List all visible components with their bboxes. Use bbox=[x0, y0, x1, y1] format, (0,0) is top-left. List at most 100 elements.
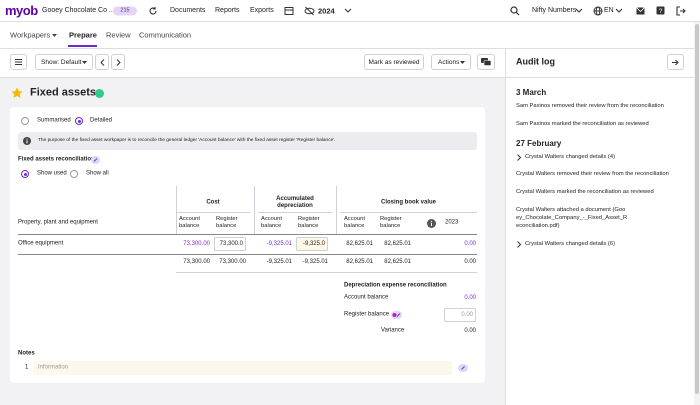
info-text: The purpose of the fixed asset workpaper… bbox=[38, 138, 336, 144]
caret[interactable] bbox=[52, 34, 57, 37]
chevron[interactable] bbox=[344, 8, 352, 14]
radio-selected[interactable] bbox=[75, 117, 83, 125]
cell[interactable]: -9,325.01 bbox=[266, 241, 292, 247]
cell-input[interactable]: 73,300.0 bbox=[214, 237, 246, 251]
totals-rule bbox=[176, 272, 477, 273]
page-title: Fixed assets bbox=[30, 86, 97, 99]
chevron[interactable] bbox=[615, 8, 623, 14]
card bbox=[10, 107, 485, 383]
total: -9,325.01 bbox=[302, 259, 328, 265]
tab[interactable]: Review bbox=[106, 30, 131, 40]
radio-label[interactable]: Summarised bbox=[37, 117, 71, 124]
row-header: Property, plant and equipment bbox=[18, 219, 98, 226]
radio[interactable] bbox=[70, 170, 78, 178]
radio-label[interactable]: Show used bbox=[37, 170, 67, 177]
comments-button[interactable] bbox=[477, 54, 495, 70]
group-header: Closing book value bbox=[380, 199, 436, 206]
mail-icon[interactable] bbox=[636, 7, 645, 15]
nav-link[interactable]: Exports bbox=[250, 6, 274, 14]
company-name[interactable]: Gooey Chocolate Co ... bbox=[42, 6, 115, 14]
note-placeholder[interactable]: Information bbox=[38, 364, 69, 371]
audit-entry-expandable[interactable]: Crystal Walters changed details (4) bbox=[516, 154, 676, 162]
menu-button[interactable] bbox=[10, 54, 27, 70]
column-header: Account balance bbox=[179, 216, 200, 230]
logo[interactable]: myob bbox=[5, 3, 38, 19]
user-name[interactable]: Nifty Numbers bbox=[532, 6, 577, 14]
cell-input[interactable]: -9,325.0 bbox=[296, 237, 328, 251]
attach-icon[interactable] bbox=[391, 311, 402, 319]
next-button[interactable] bbox=[111, 54, 125, 70]
group-header: Cost bbox=[206, 199, 220, 206]
scrollbar bbox=[694, 22, 700, 405]
show-label: Show: Default bbox=[41, 58, 82, 66]
toolbar-divider bbox=[0, 77, 505, 78]
group-rule bbox=[258, 212, 332, 213]
panel-divider bbox=[505, 48, 506, 405]
badge: 215 bbox=[113, 6, 137, 16]
chevron[interactable] bbox=[516, 241, 522, 248]
total: 82,625.01 bbox=[346, 259, 373, 265]
help-icon[interactable]: ? bbox=[656, 6, 665, 15]
actions-label: Actions bbox=[438, 58, 460, 66]
tab-divider bbox=[0, 48, 700, 49]
tab-active[interactable]: Prepare bbox=[69, 30, 97, 40]
audit-entry: Sam Paxinos removed their review from th… bbox=[516, 103, 664, 109]
attach-icon[interactable] bbox=[458, 364, 468, 372]
note-input[interactable] bbox=[33, 361, 452, 375]
section-title: Fixed assets reconciliation bbox=[18, 156, 95, 163]
show-filter[interactable]: Show: Default bbox=[35, 54, 93, 70]
column-rule bbox=[254, 186, 255, 234]
chevron[interactable] bbox=[575, 8, 583, 14]
value[interactable]: 0.00 bbox=[464, 295, 476, 301]
calendar-icon[interactable] bbox=[284, 6, 294, 16]
total: 82,625.01 bbox=[384, 259, 411, 265]
radio-label[interactable]: Show all bbox=[86, 170, 109, 177]
language[interactable]: EN bbox=[604, 6, 614, 14]
audit-entry: Crystal Walters marked the reconciliatio… bbox=[516, 189, 654, 196]
year[interactable]: 2024 bbox=[318, 6, 335, 16]
collapse-button[interactable] bbox=[667, 54, 684, 70]
total: 73,300.00 bbox=[183, 259, 210, 265]
tab[interactable]: Communication bbox=[139, 30, 192, 40]
star-icon[interactable] bbox=[11, 87, 23, 99]
audit-entry-expandable[interactable]: Crystal Walters changed details (6) bbox=[516, 241, 676, 249]
refresh-icon[interactable] bbox=[148, 6, 158, 16]
radio[interactable] bbox=[21, 117, 29, 125]
column-rule bbox=[176, 186, 177, 234]
header-rule bbox=[18, 234, 477, 235]
radio-label[interactable]: Detailed bbox=[90, 117, 113, 124]
label: Account balance bbox=[344, 294, 389, 301]
year-header: 2023 bbox=[445, 219, 459, 226]
actions-button[interactable]: Actions bbox=[431, 54, 471, 70]
info-icon[interactable] bbox=[427, 219, 436, 228]
column-header: Account balance bbox=[261, 216, 282, 230]
panel-rule bbox=[506, 77, 694, 78]
nav-link[interactable]: Documents bbox=[170, 6, 206, 14]
audit-list: 3 March Sam Paxinos removed their review … bbox=[516, 80, 691, 258]
audit-entry-text: Crystal Walters changed details (6) bbox=[525, 240, 615, 247]
globe-icon[interactable] bbox=[593, 6, 603, 16]
mark-reviewed-button[interactable]: Mark as reviewed bbox=[364, 54, 424, 70]
tab[interactable]: Workpapers bbox=[10, 30, 51, 40]
group-rule bbox=[176, 212, 250, 213]
column-header: Register balance bbox=[380, 216, 402, 230]
hide-icon[interactable] bbox=[304, 6, 315, 16]
audit-entry: Sam Paxinos marked the reconciliation as… bbox=[516, 120, 649, 127]
attach-icon[interactable] bbox=[91, 156, 100, 164]
chevron[interactable] bbox=[516, 154, 522, 161]
prev-button[interactable] bbox=[95, 54, 109, 70]
logout-icon[interactable] bbox=[676, 6, 686, 16]
search-icon[interactable] bbox=[510, 6, 520, 16]
tab-indicator bbox=[68, 45, 97, 47]
register-input[interactable]: 0.00 bbox=[444, 308, 476, 322]
row-label: Office equipment bbox=[18, 240, 64, 247]
radio-selected[interactable] bbox=[21, 170, 29, 178]
cell[interactable]: 0.00 bbox=[464, 241, 476, 247]
total: -9,325.01 bbox=[266, 259, 292, 265]
group-rule bbox=[340, 212, 477, 213]
cell: 82,625.01 bbox=[346, 241, 373, 247]
audit-date: 27 February bbox=[516, 138, 562, 148]
cell[interactable]: 73,300.00 bbox=[183, 241, 210, 247]
nav-link[interactable]: Reports bbox=[215, 6, 240, 14]
